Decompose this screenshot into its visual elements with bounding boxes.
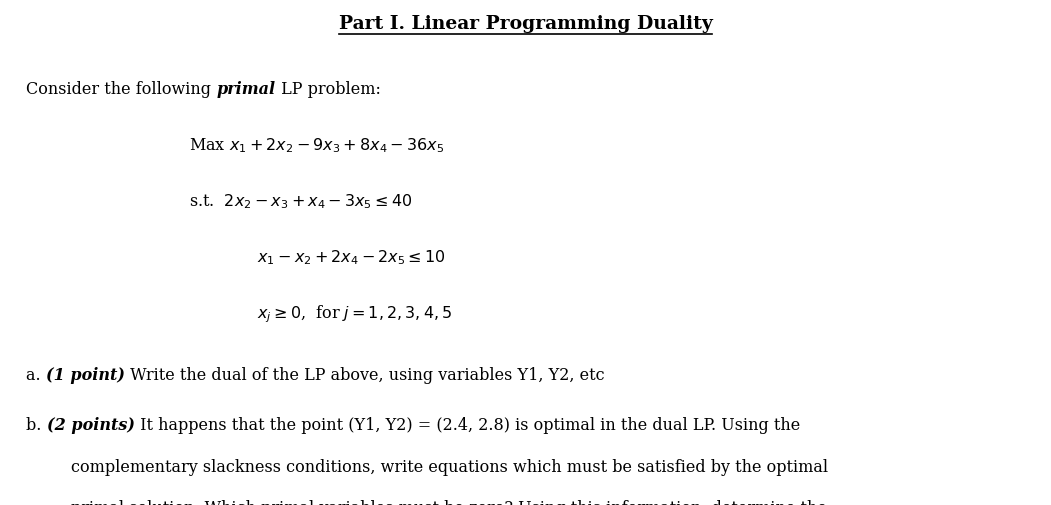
Text: $x_j \geq 0$,  for $j = 1, 2, 3, 4, 5$: $x_j \geq 0$, for $j = 1, 2, 3, 4, 5$ xyxy=(257,303,453,325)
Text: It happens that the point (Y1, Y2) = (2.4, 2.8) is optimal in the dual LP. Using: It happens that the point (Y1, Y2) = (2.… xyxy=(135,417,800,434)
Text: (1 point): (1 point) xyxy=(46,366,125,383)
Text: LP problem:: LP problem: xyxy=(275,81,380,98)
Text: b.: b. xyxy=(26,417,47,434)
Text: Max $x_1 +2x_2 -9x_3 +8x_4 -36x_5$: Max $x_1 +2x_2 -9x_3 +8x_4 -36x_5$ xyxy=(189,136,445,155)
Text: $x_1 -x_2 +2x_4 -2x_5 \leq 10$: $x_1 -x_2 +2x_4 -2x_5 \leq 10$ xyxy=(257,247,447,266)
Text: primal: primal xyxy=(217,81,275,98)
Text: s.t.  $2x_2 -x_3 +x_4 -3x_5 \leq 40$: s.t. $2x_2 -x_3 +x_4 -3x_5 \leq 40$ xyxy=(189,192,412,211)
Text: a.: a. xyxy=(26,366,46,383)
Text: Write the dual of the LP above, using variables Y1, Y2, etc: Write the dual of the LP above, using va… xyxy=(125,366,604,383)
Text: complementary slackness conditions, write equations which must be satisfied by t: complementary slackness conditions, writ… xyxy=(71,458,828,475)
Text: Part I. Linear Programming Duality: Part I. Linear Programming Duality xyxy=(338,15,713,33)
Text: primal solution. Which primal variables must be zero? Using this information, de: primal solution. Which primal variables … xyxy=(71,499,827,505)
Text: (2 points): (2 points) xyxy=(47,417,135,434)
Text: Consider the following: Consider the following xyxy=(26,81,217,98)
